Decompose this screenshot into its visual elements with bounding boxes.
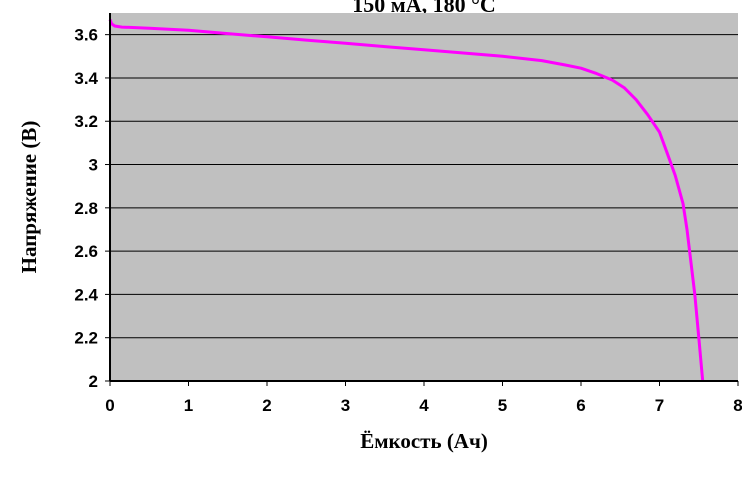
x-tick-label: 8 xyxy=(733,396,742,415)
x-tick-label: 1 xyxy=(184,396,193,415)
x-tick-label: 4 xyxy=(419,396,429,415)
x-axis-label: Ёмкость (Ач) xyxy=(360,429,488,453)
y-tick-label: 2.4 xyxy=(74,285,98,304)
x-tick-label: 6 xyxy=(576,396,585,415)
y-tick-label: 3.2 xyxy=(74,112,98,131)
y-tick-label: 3.6 xyxy=(74,26,98,45)
x-tick-label: 2 xyxy=(262,396,271,415)
chart-title: 150 мА, 180 °C xyxy=(352,0,496,17)
y-tick-label: 2.2 xyxy=(74,329,98,348)
series-line xyxy=(108,18,705,382)
grid-lines xyxy=(110,34,738,339)
y-tick-labels: 2 2.2 2.4 2.6 2.8 3 3.2 3.4 3.6 xyxy=(74,26,110,391)
y-tick-label: 2.8 xyxy=(74,199,98,218)
y-tick-label: 3 xyxy=(89,156,98,175)
x-tick-labels: 0 1 2 3 4 5 6 7 8 xyxy=(105,381,742,415)
plot-area xyxy=(110,13,738,381)
series-layer xyxy=(108,18,705,382)
y-tick-label: 3.4 xyxy=(74,69,98,88)
x-tick-label: 0 xyxy=(105,396,114,415)
x-tick-label: 3 xyxy=(341,396,350,415)
x-tick-label: 5 xyxy=(498,396,507,415)
y-axis-label: Напряжение (В) xyxy=(17,121,41,274)
x-tick-label: 7 xyxy=(655,396,664,415)
y-tick-label: 2.6 xyxy=(74,242,98,261)
y-tick-label: 2 xyxy=(89,372,98,391)
